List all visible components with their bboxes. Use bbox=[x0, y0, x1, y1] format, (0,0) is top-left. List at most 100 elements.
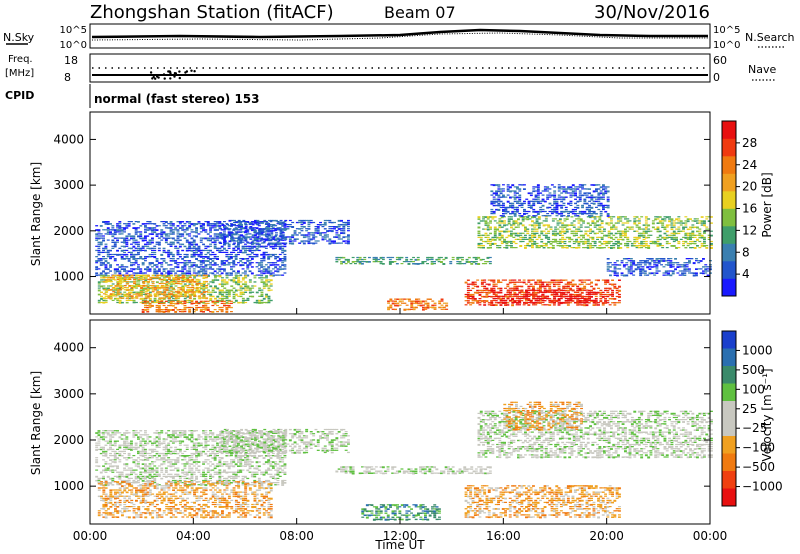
power-echo-cell bbox=[580, 279, 584, 281]
power-echo-cell bbox=[554, 234, 558, 237]
power-echo-cell bbox=[188, 235, 192, 237]
power-echo-cell bbox=[559, 281, 563, 283]
power-echo-cell bbox=[267, 266, 271, 268]
power-echo-cell bbox=[202, 229, 205, 232]
power-echo-cell bbox=[181, 302, 185, 305]
power-echo-cell bbox=[618, 293, 621, 296]
nave-dot bbox=[168, 70, 171, 73]
power-echo-cell bbox=[647, 230, 651, 233]
power-echo-cell bbox=[250, 245, 254, 248]
power-echo-cell bbox=[535, 245, 539, 247]
power-echo-cell bbox=[164, 251, 168, 254]
power-echo-cell bbox=[547, 232, 551, 234]
power-echo-cell bbox=[216, 275, 220, 277]
power-echo-cell bbox=[121, 295, 124, 297]
power-echo-cell bbox=[617, 245, 620, 247]
power-echo-cell bbox=[116, 227, 119, 229]
power-echo-cell bbox=[163, 291, 167, 294]
power-echo-cell bbox=[493, 238, 497, 241]
power-echo-cell bbox=[412, 302, 416, 304]
power-echo-cell bbox=[433, 304, 437, 306]
power-echo-cell bbox=[95, 256, 99, 258]
power-echo-cell bbox=[591, 220, 595, 223]
power-echo-cell bbox=[490, 190, 494, 193]
power-echo-cell bbox=[118, 221, 122, 223]
power-echo-cell bbox=[577, 216, 581, 218]
power-echo-cell bbox=[165, 287, 169, 289]
power-echo-cell bbox=[130, 221, 133, 223]
power-echo-cell bbox=[620, 272, 624, 274]
power-echo-cell bbox=[279, 234, 283, 236]
power-echo-cell bbox=[168, 282, 171, 285]
power-echo-cell bbox=[247, 242, 250, 244]
power-echo-cell bbox=[241, 241, 245, 243]
power-echo-cell bbox=[197, 270, 201, 273]
power-echo-cell bbox=[587, 302, 591, 304]
power-echo-cell bbox=[500, 240, 504, 243]
power-echo-cell bbox=[190, 243, 194, 246]
power-echo-cell bbox=[230, 251, 233, 254]
power-echo-cell bbox=[206, 233, 210, 235]
power-echo-cell bbox=[291, 240, 295, 242]
power-echo-cell bbox=[344, 240, 348, 242]
power-echo-cell bbox=[544, 218, 548, 220]
power-echo-cell bbox=[288, 242, 292, 245]
power-echo-cell bbox=[654, 228, 658, 230]
power-echo-cell bbox=[442, 258, 446, 261]
power-echo-cell bbox=[151, 276, 155, 279]
power-echo-cell bbox=[639, 274, 643, 277]
power-echo-cell bbox=[139, 235, 143, 237]
power-echo-cell bbox=[239, 301, 243, 304]
power-echo-cell bbox=[700, 245, 704, 247]
power-echo-cell bbox=[440, 256, 443, 259]
power-echo-cell bbox=[130, 276, 134, 279]
power-echo-cell bbox=[307, 221, 311, 224]
power-echo-cell bbox=[192, 249, 196, 251]
power-echo-cell bbox=[656, 236, 660, 238]
power-echo-cell bbox=[703, 238, 706, 241]
power-echo-cell bbox=[186, 278, 190, 281]
power-echo-cell bbox=[533, 234, 537, 237]
power-echo-cell bbox=[489, 240, 492, 243]
power-echo-cell bbox=[535, 220, 539, 223]
power-echo-cell bbox=[679, 220, 683, 222]
power-echo-cell bbox=[239, 249, 243, 252]
power-echo-cell bbox=[262, 297, 266, 300]
power-echo-cell bbox=[476, 289, 480, 292]
power-echo-cell bbox=[272, 230, 276, 232]
power-echo-cell bbox=[253, 249, 257, 252]
power-echo-cell bbox=[528, 234, 532, 236]
power-echo-cell bbox=[281, 237, 285, 240]
power-echo-cell bbox=[506, 285, 510, 288]
power-echo-cell bbox=[126, 297, 130, 300]
power-echo-cell bbox=[591, 245, 595, 247]
power-echo-cell bbox=[648, 262, 652, 264]
power-echo-cell bbox=[155, 260, 159, 262]
power-echo-cell bbox=[689, 226, 692, 228]
power-echo-cell bbox=[583, 304, 587, 307]
power-echo-cell bbox=[220, 264, 224, 266]
power-echo-cell bbox=[536, 289, 540, 291]
power-echo-cell bbox=[606, 293, 610, 296]
power-echo-cell bbox=[190, 237, 194, 240]
power-echo-cell bbox=[321, 226, 325, 228]
power-echo-cell bbox=[482, 245, 485, 247]
power-echo-cell bbox=[672, 245, 676, 247]
power-echo-cell bbox=[221, 234, 225, 236]
power-echo-cell bbox=[606, 266, 610, 268]
power-echo-cell bbox=[612, 224, 616, 227]
power-echo-cell bbox=[139, 231, 143, 233]
power-echo-cell bbox=[260, 260, 264, 262]
power-echo-cell bbox=[494, 300, 498, 302]
power-echo-cell bbox=[558, 230, 562, 233]
power-echo-cell bbox=[521, 218, 525, 221]
power-echo-cell bbox=[207, 275, 210, 277]
power-echo-cell bbox=[216, 272, 219, 274]
power-echo-cell bbox=[585, 202, 589, 205]
power-echo-cell bbox=[578, 304, 582, 306]
power-echo-cell bbox=[533, 216, 537, 218]
power-echo-cell bbox=[391, 256, 395, 259]
power-echo-cell bbox=[192, 264, 196, 267]
power-echo-cell bbox=[123, 253, 126, 256]
power-echo-cell bbox=[675, 238, 678, 241]
